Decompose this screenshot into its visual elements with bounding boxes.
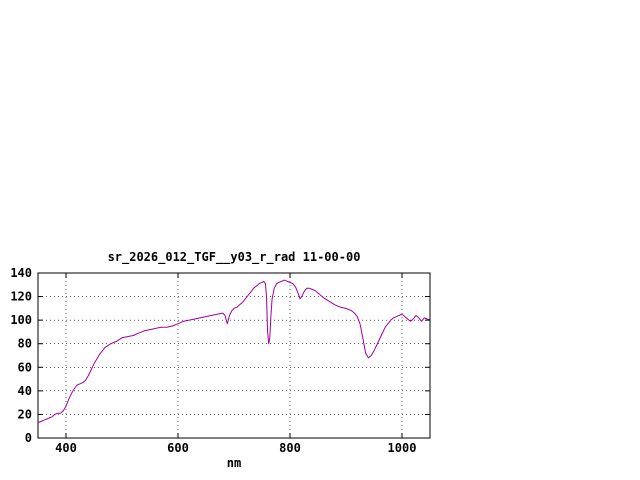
y-tick-label: 140 — [10, 266, 32, 280]
y-tick-label: 120 — [10, 290, 32, 304]
x-tick-label: 400 — [55, 441, 77, 455]
y-tick-label: 40 — [18, 384, 32, 398]
x-tick-label: 1000 — [388, 441, 417, 455]
x-tick-label: 600 — [167, 441, 189, 455]
series-line — [37, 279, 431, 424]
y-tick-label: 60 — [18, 360, 32, 374]
y-tick-label: 80 — [18, 337, 32, 351]
chart-title: sr_2026_012_TGF__y03_r_rad 11-00-00 — [107, 250, 361, 264]
x-axis-label: nm — [226, 456, 242, 470]
x-tick-label: 800 — [279, 441, 301, 455]
plot-border — [37, 272, 431, 439]
y-tick-label: 100 — [10, 313, 32, 327]
y-tick-label: 20 — [18, 407, 32, 421]
y-tick-label: 0 — [25, 431, 32, 445]
